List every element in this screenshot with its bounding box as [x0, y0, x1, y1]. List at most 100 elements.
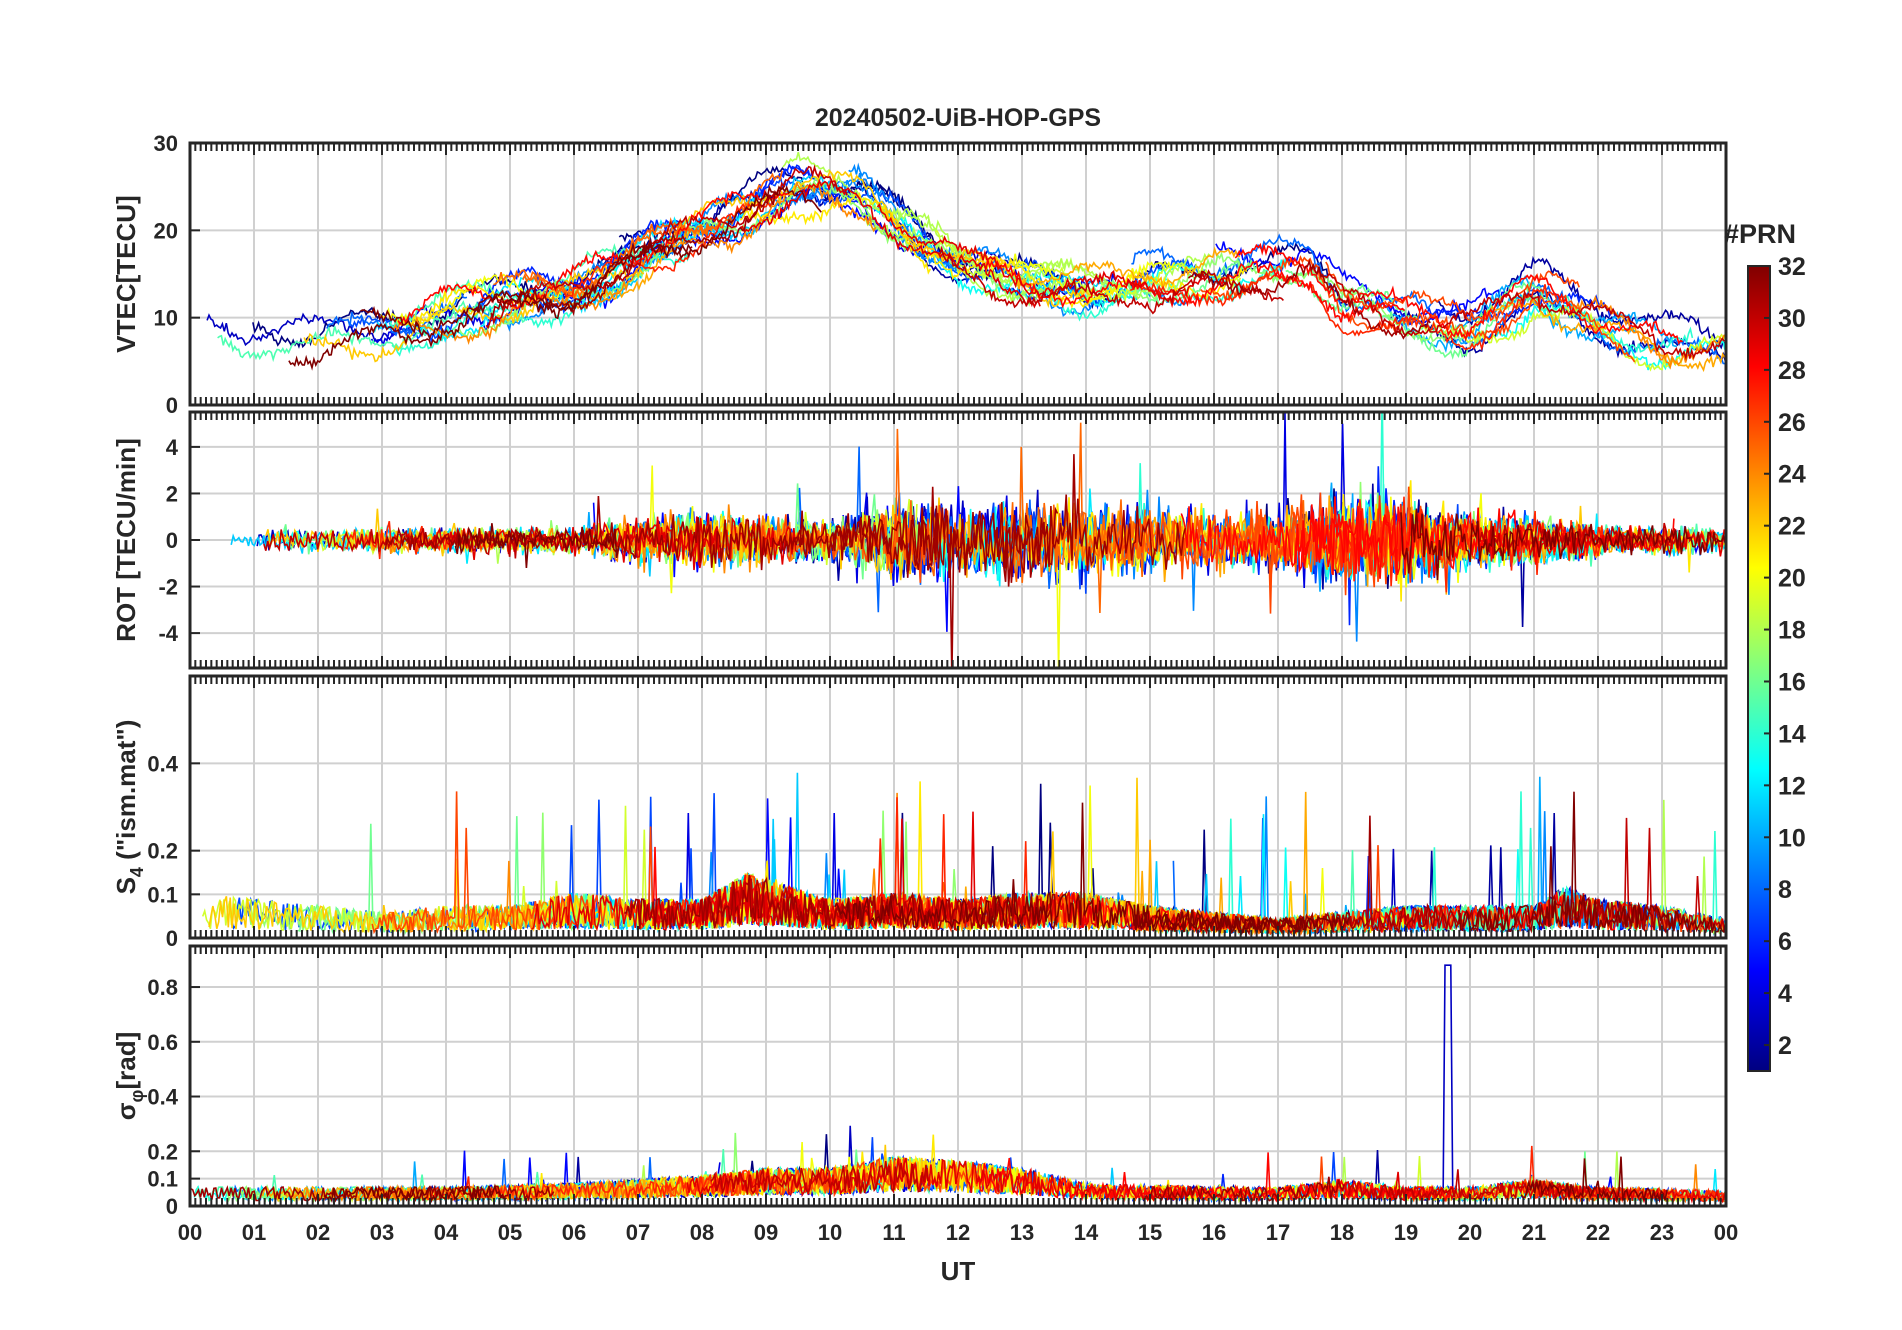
series-prn-30 [710, 1160, 929, 1195]
y-tick-label: 0.4 [147, 1085, 178, 1110]
y-tick-label: 0 [166, 1194, 178, 1219]
y-axis-label-rest: ("ism.mat") [111, 720, 141, 867]
x-tick-label: 03 [370, 1220, 394, 1245]
series-prn-5 [1215, 241, 1504, 326]
series-prn-20 [980, 253, 1176, 304]
colorbar-tick-label: 26 [1778, 409, 1806, 437]
colorbar-tick-label: 18 [1778, 617, 1806, 645]
series-prn-32 [834, 802, 1312, 936]
series-lines [190, 964, 1726, 1204]
y-axis-label: VTEC[TECU] [111, 195, 141, 352]
series-lines [206, 151, 1726, 373]
x-tick-label: 01 [242, 1220, 266, 1245]
y-axis-label-rest: [rad] [111, 1032, 141, 1090]
y-axis-label-base: S [111, 877, 141, 894]
y-tick-label: 0 [166, 393, 178, 418]
y-tick-label: 20 [154, 218, 178, 243]
colorbar-tick-label: 2 [1778, 1032, 1792, 1060]
x-tick-label: 18 [1330, 1220, 1354, 1245]
y-tick-label: 0.6 [147, 1030, 178, 1055]
x-tick-label: 12 [946, 1220, 970, 1245]
x-tick-label: 17 [1266, 1220, 1290, 1245]
colorbar-tick-label: 10 [1778, 824, 1806, 852]
x-tick-label: 04 [434, 1220, 459, 1245]
series-prn-19 [934, 230, 1242, 303]
x-tick-label: 00 [1714, 1220, 1738, 1245]
colorbar-tick-label: 6 [1778, 928, 1792, 956]
y-tick-label: -2 [158, 575, 178, 600]
series-prn-18 [873, 204, 1212, 301]
series-prn-30 [1310, 263, 1725, 361]
colorbar-tick-label: 4 [1778, 980, 1792, 1008]
panel-2: -4 -2 0 2 4 ROT [TECU/min] [111, 410, 1728, 670]
x-tick-label: 07 [626, 1220, 650, 1245]
series-prn-32 [1458, 791, 1726, 934]
series-prn-24 [393, 181, 877, 345]
colorbar-tick-label: 14 [1778, 720, 1806, 748]
y-tick-label: 30 [154, 131, 178, 156]
y-tick-label: 0.2 [147, 1139, 178, 1164]
series-prn-28 [1180, 496, 1405, 576]
series-prn-32 [360, 184, 822, 340]
x-tick-label: 00 [178, 1220, 202, 1245]
series-prn-28 [983, 259, 1406, 323]
series-prn-31 [778, 486, 1059, 668]
figure-title: 20240502-UiB-HOP-GPS [815, 104, 1101, 132]
series-prn-1 [252, 236, 669, 349]
y-tick-label: 2 [166, 481, 178, 506]
y-tick-label: 10 [154, 306, 178, 331]
y-axis-label-sub: 4 [127, 867, 147, 877]
x-tick-label: 11 [882, 1220, 905, 1245]
series-prn-28 [397, 188, 789, 326]
colorbar-tick-label: 28 [1778, 357, 1806, 385]
series-prn-31 [1187, 258, 1431, 340]
x-axis-label: UT [941, 1256, 976, 1286]
series-prn-32 [1400, 508, 1726, 581]
series-prn-11 [544, 172, 849, 313]
colorbar-tick-label: 8 [1778, 876, 1792, 904]
colorbar-gradient [1747, 265, 1771, 1072]
series-prn-31 [858, 454, 1187, 587]
y-tick-label: -4 [158, 621, 178, 646]
series-prn-26 [1200, 254, 1636, 363]
series-prn-27 [563, 196, 777, 298]
series-prn-24 [1569, 295, 1726, 370]
series-prn-23 [555, 223, 713, 303]
y-axis-label-sub: φ [127, 1089, 147, 1102]
x-tick-label: 05 [498, 1220, 522, 1245]
colorbar-tick-label: 30 [1778, 305, 1806, 333]
y-axis-label-base: σ [111, 1102, 141, 1120]
y-tick-label: 0.2 [147, 839, 178, 864]
colorbar-tick-label: 12 [1778, 772, 1806, 800]
series-prn-26 [1221, 494, 1477, 596]
colorbar-tick-label: 22 [1778, 513, 1806, 541]
x-tick-label: 16 [1202, 1220, 1226, 1245]
series-prn-21 [402, 285, 536, 327]
y-tick-label: 0 [166, 528, 178, 553]
y-tick-label: 0.8 [147, 975, 178, 1000]
x-tick-label: 14 [1074, 1220, 1099, 1245]
x-tick-label: 19 [1394, 1220, 1418, 1245]
y-axis-label: S4 ("ism.mat") [111, 720, 147, 895]
series-prn-32 [323, 1183, 507, 1204]
y-tick-label: 0.1 [147, 882, 178, 907]
colorbar-tick-label: 32 [1778, 253, 1806, 281]
series-prn-29 [526, 516, 799, 571]
series-prn-19 [201, 829, 689, 934]
colorbar-tick-label: 16 [1778, 668, 1806, 696]
series-prn-27 [1338, 496, 1726, 593]
y-tick-label: 0.1 [147, 1167, 178, 1192]
panel-3: 00.10.20.4S4 ("ism.mat") [111, 674, 1728, 951]
series-prn-31 [1144, 1176, 1346, 1202]
series-lines [230, 412, 1726, 668]
series-prn-3 [1156, 964, 1560, 1204]
series-prn-31 [384, 495, 859, 571]
series-prn-28 [1234, 242, 1684, 345]
series-prn-32 [288, 242, 693, 371]
colorbar-tick-label: 20 [1778, 565, 1806, 593]
series-prn-29 [876, 203, 1207, 302]
series-prn-29 [740, 178, 1041, 309]
